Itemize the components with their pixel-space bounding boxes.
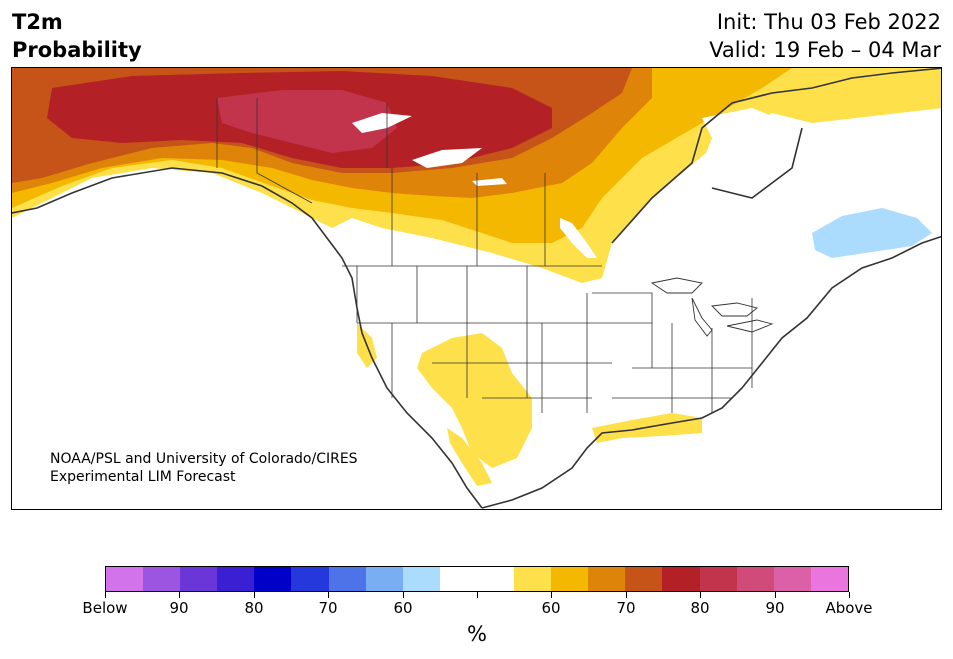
colorbar-cell xyxy=(254,567,292,591)
credit-text: NOAA/PSL and University of Colorado/CIRE… xyxy=(50,450,358,486)
great-bear-lake xyxy=(412,148,482,168)
colorbar-tick xyxy=(626,592,627,598)
colorbar-tick xyxy=(551,592,552,598)
colorbar-tick xyxy=(403,592,404,598)
forecast-dates: Init: Thu 03 Feb 2022 Valid: 19 Feb – 04… xyxy=(709,8,941,64)
colorbar-cell xyxy=(328,567,366,591)
colorbar-tick xyxy=(254,592,255,598)
prob-region-85-above xyxy=(217,90,397,153)
colorbar-tick-label: 90 xyxy=(169,599,189,617)
colorbar-cell xyxy=(365,567,403,591)
colorbar-cell xyxy=(217,567,255,591)
prob-region-southwest xyxy=(417,333,532,468)
credit-line-2: Experimental LIM Forecast xyxy=(50,469,236,485)
colorbar-tick-label: Above xyxy=(825,599,873,617)
colorbar-cell xyxy=(180,567,218,591)
colorbar-cell xyxy=(514,567,552,591)
credit-line-1: NOAA/PSL and University of Colorado/CIRE… xyxy=(50,451,358,467)
colorbar-tick xyxy=(849,592,850,598)
colorbar-tick xyxy=(775,592,776,598)
colorbar-tick xyxy=(700,592,701,598)
colorbar-tick xyxy=(179,592,180,598)
colorbar-cell xyxy=(551,567,589,591)
colorbar-cell xyxy=(625,567,663,591)
title-line-2: Probability xyxy=(12,38,142,62)
colorbar-cell xyxy=(476,567,515,591)
init-date: Init: Thu 03 Feb 2022 xyxy=(716,10,941,34)
colorbar-tick-label: 70 xyxy=(318,599,338,617)
colorbar-cell xyxy=(402,567,440,591)
valid-range: Valid: 19 Feb – 04 Mar xyxy=(709,38,941,62)
colorbar-tick-label: 90 xyxy=(765,599,785,617)
colorbar-tick-label: Below xyxy=(82,599,128,617)
colorbar-cell xyxy=(662,567,700,591)
great-lakes xyxy=(650,277,774,337)
colorbar-cell xyxy=(736,567,774,591)
colorbar-tick-label: 80 xyxy=(244,599,264,617)
colorbar-cell xyxy=(143,567,181,591)
prob-region-mexico-west xyxy=(447,428,492,486)
colorbar-cell xyxy=(106,567,144,591)
great-slave-lake xyxy=(352,113,412,133)
hudson-bay xyxy=(702,108,802,198)
admin-boundaries xyxy=(216,98,753,413)
colorbar-cell xyxy=(439,567,477,591)
lake-winnipeg xyxy=(560,218,597,258)
colorbar-tick xyxy=(105,592,106,598)
title-line-1: T2m xyxy=(12,10,63,34)
colorbar-tick xyxy=(328,592,329,598)
lake-athabasca xyxy=(472,178,507,186)
coastlines xyxy=(12,68,941,509)
map-title: T2m Probability xyxy=(12,8,142,64)
colorbar-cell xyxy=(588,567,626,591)
colorbar-unit: % xyxy=(467,622,487,646)
colorbar-cell xyxy=(291,567,329,591)
probability-colorbar xyxy=(105,566,849,592)
colorbar-tick-label: 60 xyxy=(541,599,561,617)
colorbar-tick-label: 60 xyxy=(393,599,413,617)
colorbar-tick xyxy=(477,592,478,598)
map-canvas xyxy=(12,68,941,509)
colorbar-cell xyxy=(773,567,811,591)
colorbar-cell xyxy=(810,567,848,591)
forecast-map: NOAA/PSL and University of Colorado/CIRE… xyxy=(11,67,942,510)
colorbar-tick-label: 70 xyxy=(616,599,636,617)
colorbar-cell xyxy=(699,567,737,591)
prob-region-below-labrador xyxy=(812,208,932,258)
colorbar-tick-label: 80 xyxy=(690,599,710,617)
